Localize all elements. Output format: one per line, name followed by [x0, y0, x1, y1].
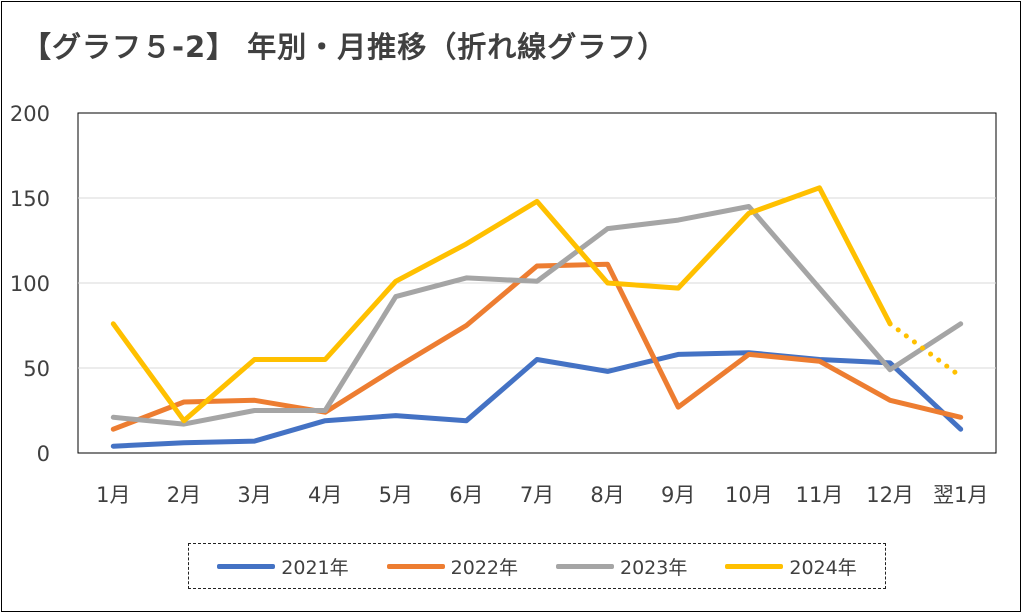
legend-swatch: [386, 563, 445, 569]
legend-label: 2023年: [620, 556, 688, 579]
x-tick-label: 5月: [379, 483, 413, 507]
x-tick-label: 10月: [725, 483, 773, 507]
x-tick-label: 2月: [167, 483, 201, 507]
legend-item: 2024年: [725, 553, 857, 580]
x-tick-label: 12月: [866, 483, 914, 507]
x-tick-label: 4月: [308, 483, 342, 507]
x-tick-label: 6月: [449, 483, 483, 507]
series-line: [110, 185, 893, 424]
x-tick-label: 翌1月: [933, 483, 988, 507]
legend-label: 2024年: [789, 556, 857, 579]
chart-title: 【グラフ５-2】 年別・月推移（折れ線グラフ）: [22, 30, 668, 64]
series-2: [110, 261, 964, 432]
series-line: [110, 204, 964, 427]
series-4: [110, 185, 964, 424]
y-tick-label: 0: [37, 442, 50, 466]
y-tick-label: 100: [10, 272, 50, 296]
x-tick-label: 11月: [796, 483, 844, 507]
legend-item: 2021年: [217, 553, 349, 580]
series-line: [110, 261, 964, 432]
x-tick-label: 3月: [237, 483, 271, 507]
legend-item: 2022年: [386, 553, 518, 580]
y-tick-label: 200: [10, 102, 50, 126]
series-lines: [110, 185, 964, 449]
y-tick-label: 50: [23, 357, 50, 381]
series-3: [110, 204, 964, 427]
x-tick-label: 7月: [520, 483, 554, 507]
y-axis-ticks: 0 50 100 150 200: [10, 102, 50, 466]
x-axis-ticks: 1月 2月 3月 4月 5月 6月 7月 8月 9月 10月 11月 12月 翌1月: [96, 483, 988, 507]
x-tick-label: 1月: [96, 483, 130, 507]
legend-item: 2023年: [556, 553, 687, 580]
legend-label: 2022年: [450, 556, 518, 579]
x-tick-label: 8月: [590, 483, 624, 507]
legend-swatch: [217, 563, 276, 569]
y-tick-label: 150: [10, 187, 50, 211]
legend-swatch: [725, 563, 784, 569]
legend-swatch: [556, 563, 614, 569]
x-tick-label: 9月: [661, 483, 695, 507]
legend: 2021年 2022年 2023年 2024年: [188, 543, 886, 589]
legend-label: 2021年: [281, 556, 349, 579]
